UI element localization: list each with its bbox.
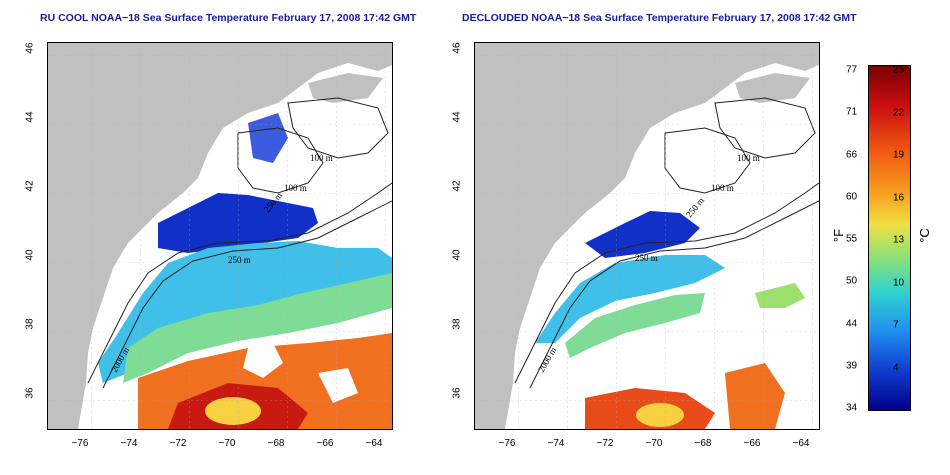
y-tick-label: 36 <box>451 387 463 399</box>
x-tick-label: −64 <box>365 438 383 449</box>
contour-label-100m-b: 100 m <box>284 183 307 193</box>
x-tick-label: −68 <box>694 438 712 449</box>
x-tick-label: −66 <box>743 438 761 449</box>
contour-label-100m: 100 m <box>737 153 760 163</box>
y-tick-label: 38 <box>451 318 463 330</box>
contour-label-250m: 250 m <box>635 253 658 263</box>
x-tick-label: −76 <box>71 438 89 449</box>
y-tick-label: 40 <box>24 249 36 261</box>
y-tick-label: 40 <box>451 249 463 261</box>
x-tick-label: −74 <box>547 438 565 449</box>
x-tick-label: −72 <box>596 438 614 449</box>
left-panel-title: RU COOL NOAA−18 Sea Surface Temperature … <box>40 12 417 24</box>
x-tick-label: −72 <box>169 438 187 449</box>
colorbar-f-tick: 39 <box>846 360 858 372</box>
colorbar-f-tick: 71 <box>846 106 858 118</box>
y-tick-label: 44 <box>24 111 36 123</box>
y-tick-label: 38 <box>24 318 36 330</box>
colorbar-f-tick: 66 <box>846 149 858 160</box>
x-tick-label: −76 <box>498 438 516 449</box>
y-tick-label: 46 <box>451 42 463 54</box>
x-tick-label: −64 <box>792 438 810 449</box>
colorbar-c-tick: 19 <box>893 149 905 161</box>
x-tick-label: −68 <box>267 438 285 449</box>
colorbar-c-tick: 22 <box>893 107 905 118</box>
colorbar-c-tick: 7 <box>893 319 899 331</box>
x-tick-label: −74 <box>120 438 138 449</box>
colorbar-gradient <box>869 66 910 410</box>
y-tick-label: 42 <box>451 180 463 192</box>
y-tick-label: 36 <box>24 387 36 399</box>
colorbar-c-tick: 25 <box>893 64 905 76</box>
y-tick-label: 42 <box>24 180 36 192</box>
x-tick-label: −66 <box>316 438 334 449</box>
colorbar-c-tick: 4 <box>893 362 899 373</box>
y-tick-label: 44 <box>451 111 463 123</box>
contour-label-100m: 100 m <box>310 153 333 163</box>
colorbar-f-tick: 50 <box>846 275 858 287</box>
colorbar-f-tick: 44 <box>846 318 858 329</box>
colorbar-unit-c: °C <box>916 228 932 243</box>
right-map-svg: 100 m 100 m 250 m 250 m 2000 m <box>475 43 819 429</box>
colorbar-f-tick: 34 <box>846 402 858 414</box>
colorbar-f-tick: 60 <box>846 191 858 203</box>
colorbar-unit-f: °F <box>831 228 847 243</box>
left-map-panel: 100 m 100 m 250 m 250 m 2000 m <box>47 42 393 430</box>
colorbar-c-tick: 16 <box>893 192 905 203</box>
x-tick-label: −70 <box>218 438 236 449</box>
right-map-panel: 100 m 100 m 250 m 250 m 2000 m <box>474 42 820 430</box>
colorbar <box>868 65 911 411</box>
colorbar-c-tick: 13 <box>893 234 905 246</box>
contour-label-250m: 250 m <box>228 255 251 265</box>
colorbar-c-tick: 10 <box>893 277 905 288</box>
right-panel-title: DECLOUDED NOAA−18 Sea Surface Temperatur… <box>462 12 857 24</box>
contour-label-100m-b: 100 m <box>711 183 734 193</box>
colorbar-f-tick: 77 <box>846 64 858 76</box>
colorbar-f-tick: 55 <box>846 233 858 245</box>
y-tick-label: 46 <box>24 42 36 54</box>
x-tick-label: −70 <box>645 438 663 449</box>
left-map-svg: 100 m 100 m 250 m 250 m 2000 m <box>48 43 392 429</box>
